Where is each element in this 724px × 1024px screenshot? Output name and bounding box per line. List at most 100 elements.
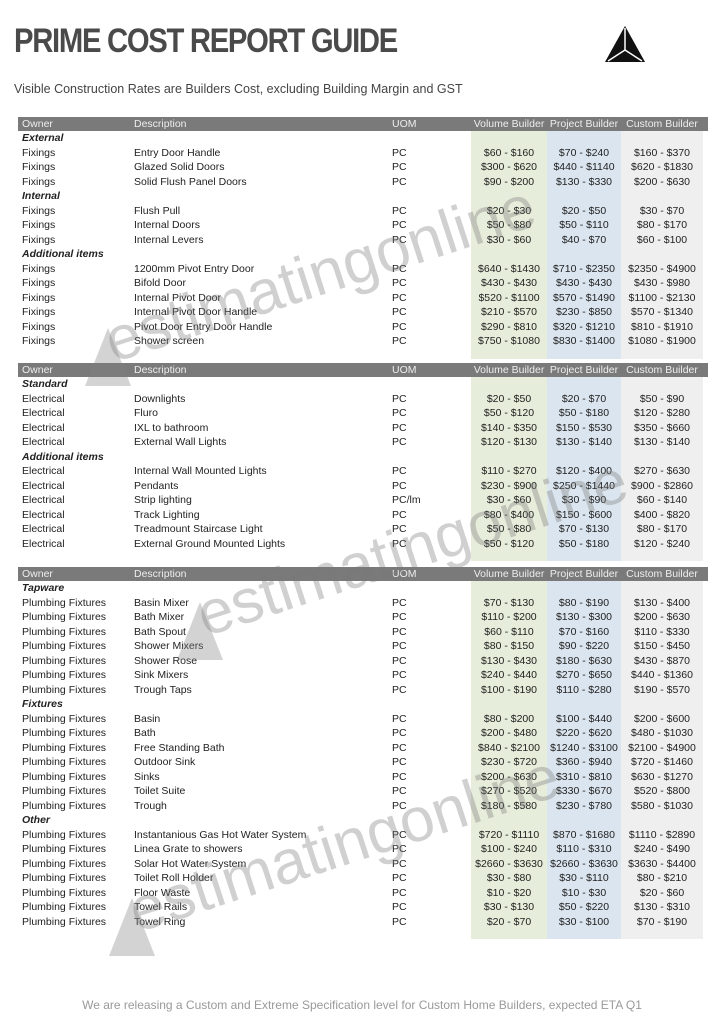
cell-owner: Fixings (22, 335, 56, 347)
cell-project: $230 - $850 (555, 306, 613, 318)
cell-volume: $80 - $400 (483, 508, 535, 521)
cell-description: Free Standing Bath (134, 741, 225, 754)
cell-volume: $200 - $630 (480, 770, 538, 783)
cell-uom: PC (392, 291, 407, 304)
cell-description: Basin (134, 712, 161, 725)
cell-owner: Plumbing Fixtures (22, 886, 107, 899)
cell-owner: Fixings (22, 204, 56, 217)
cell-project: $30 - $110 (559, 872, 609, 884)
group-label-text: Additional items (22, 248, 104, 260)
column-header-uom: UOM (392, 568, 417, 580)
cell-custom: $630 - $1270 (631, 770, 693, 783)
table-row: Plumbing Fixtures Free Standing Bath PC $84… (18, 741, 708, 756)
cell-owner: Electrical (22, 407, 65, 419)
group-label: Standard (18, 377, 708, 392)
custom-band (621, 567, 703, 939)
cell-volume: $60 - $160 (483, 146, 535, 159)
cell-custom: $240 - $490 (633, 843, 691, 855)
price-table: Owner Description UOM Volume Builder Project… (18, 363, 708, 551)
cell-project: $40 - $70 (561, 233, 607, 246)
cell-description: Shower Rose (134, 654, 198, 667)
cell-uom: PC (392, 872, 407, 884)
column-header-project: Project Builder (549, 364, 619, 376)
table-row: Fixings Glazed Solid Doors PC $300 - $620 $4… (18, 160, 708, 175)
cell-custom: $810 - $1910 (631, 320, 693, 333)
cell-project: $180 - $630 (555, 654, 613, 667)
cell-project: $120 - $400 (555, 465, 613, 477)
column-header-custom: Custom Builder (626, 568, 698, 580)
cell-custom: $80 - $170 (636, 523, 688, 535)
cell-project: $130 - $300 (555, 611, 613, 623)
column-header-project: Project Builder (549, 118, 619, 130)
table-row: Fixings Internal Pivot Door PC $520 - $1100… (18, 291, 708, 306)
cell-uom: PC (392, 799, 407, 812)
cell-owner: Plumbing Fixtures (22, 901, 107, 913)
cell-owner: Electrical (22, 479, 65, 492)
cell-custom: $1110 - $2890 (628, 828, 696, 841)
cell-uom: PC (392, 901, 407, 913)
cell-description: Solid Flush Panel Doors (134, 175, 247, 188)
cell-uom: PC (392, 611, 407, 623)
cell-volume: $20 - $30 (486, 204, 532, 217)
cell-uom: PC (392, 233, 407, 246)
cell-uom: PC (392, 828, 407, 841)
cell-custom: $580 - $1030 (631, 799, 693, 812)
cell-description: Outdoor Sink (134, 756, 196, 768)
cell-uom: PC (392, 640, 407, 652)
cell-custom: $150 - $450 (633, 640, 691, 652)
cell-volume: $290 - $810 (480, 320, 538, 333)
cell-project: $130 - $140 (555, 436, 613, 448)
cell-owner: Plumbing Fixtures (22, 640, 107, 652)
cell-volume: $120 - $130 (480, 436, 538, 448)
cell-uom: PC (392, 770, 407, 783)
table-row: Plumbing Fixtures Shower Rose PC $130 - $43… (18, 654, 708, 669)
cell-custom: $1100 - $2130 (628, 291, 696, 304)
cell-custom: $110 - $330 (634, 625, 690, 638)
cell-uom: PC (392, 785, 407, 797)
table-row: Electrical Downlights PC $20 - $50 $20 - $70… (18, 392, 708, 407)
cell-custom: $160 - $370 (633, 146, 691, 159)
cell-volume: $640 - $1430 (478, 262, 540, 275)
cell-custom: $3630 - $4400 (628, 857, 696, 870)
cell-description: Entry Door Handle (134, 146, 221, 159)
table-row: Plumbing Fixtures Towel Ring PC $20 - $70 $3… (18, 915, 708, 930)
cell-project: $710 - $2350 (553, 262, 615, 275)
cell-volume: $110 - $270 (481, 465, 537, 477)
column-header-volume: Volume Builder (473, 568, 545, 580)
cell-volume: $10 - $20 (486, 886, 532, 899)
cell-project: $110 - $280 (556, 683, 612, 696)
cell-description: Internal Wall Mounted Lights (134, 465, 267, 477)
column-header-owner: Owner (22, 568, 53, 580)
cell-owner: Electrical (22, 494, 65, 506)
cell-owner: Electrical (22, 436, 65, 448)
cell-custom: $1080 - $1900 (628, 335, 696, 347)
column-header-uom: UOM (392, 364, 417, 376)
cell-custom: $60 - $140 (636, 494, 688, 506)
cell-owner: Plumbing Fixtures (22, 828, 107, 841)
column-header-owner: Owner (22, 118, 53, 130)
group-label-text: External (22, 132, 64, 144)
group-label-text: Standard (22, 378, 68, 390)
cell-description: Solar Hot Water System (134, 857, 247, 870)
cell-volume: $100 - $190 (480, 683, 538, 696)
cell-uom: PC (392, 262, 407, 275)
cell-project: $330 - $670 (555, 785, 613, 797)
table-row: Electrical External Wall Lights PC $120 - $… (18, 435, 708, 450)
cell-project: $80 - $190 (558, 596, 610, 609)
cell-uom: PC (392, 175, 407, 188)
cell-uom: PC (392, 669, 407, 681)
cell-project: $70 - $160 (558, 625, 610, 638)
cell-volume: $30 - $80 (486, 872, 532, 884)
cell-project: $20 - $50 (561, 204, 607, 217)
cell-uom: PC (392, 465, 407, 477)
cell-owner: Plumbing Fixtures (22, 785, 107, 797)
cell-description: Shower Mixers (134, 640, 204, 652)
cell-custom: $480 - $1030 (631, 727, 693, 739)
cell-description: Downlights (134, 392, 186, 405)
cell-owner: Plumbing Fixtures (22, 712, 107, 725)
cell-project: $430 - $430 (555, 277, 613, 289)
table-row: Plumbing Fixtures Basin Mixer PC $70 - $130… (18, 596, 708, 611)
table-row: Fixings Entry Door Handle PC $60 - $160 $70 … (18, 146, 708, 161)
cell-owner: Plumbing Fixtures (22, 741, 107, 754)
cell-uom: PC (392, 479, 407, 492)
